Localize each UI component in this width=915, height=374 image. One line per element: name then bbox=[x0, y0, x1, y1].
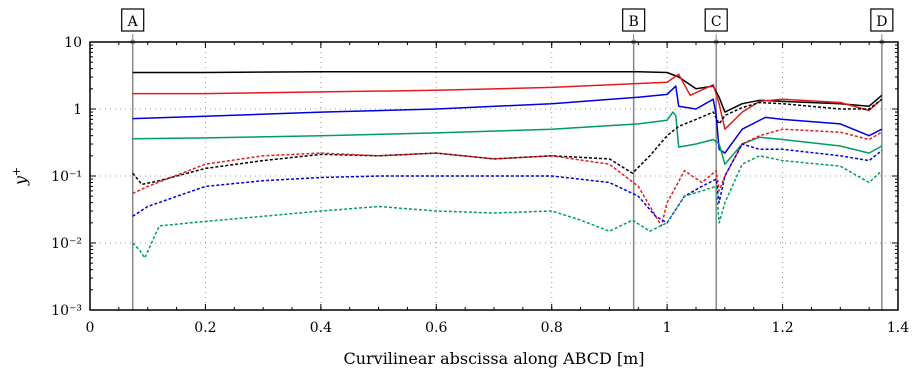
x-tick-label: 0.6 bbox=[425, 320, 447, 336]
plot-frame bbox=[89, 41, 899, 311]
series-line-7 bbox=[132, 143, 883, 224]
x-tick-label: 0.2 bbox=[194, 320, 216, 336]
y-tick-label: 1 bbox=[73, 102, 82, 118]
marker-box bbox=[622, 8, 646, 32]
marker-box bbox=[870, 8, 894, 32]
series-line-1 bbox=[132, 70, 883, 113]
marker-box bbox=[704, 8, 728, 32]
grid bbox=[90, 42, 898, 310]
y-tick-label: 10 bbox=[64, 35, 82, 51]
series-line-6 bbox=[132, 128, 883, 227]
y-axis-label: y+ bbox=[10, 167, 30, 186]
x-tick-label: 0 bbox=[86, 320, 95, 336]
marker-label: D bbox=[876, 14, 887, 30]
x-axis-label: Curvilinear abscissa along ABCD [m] bbox=[343, 349, 644, 368]
y-tick-label: 10⁻¹ bbox=[51, 169, 82, 185]
series-line-5 bbox=[132, 98, 883, 186]
series-line-3 bbox=[132, 85, 883, 154]
section-markers: A B C D bbox=[121, 8, 894, 310]
marker-label: A bbox=[127, 14, 139, 30]
x-tick-label: 0.4 bbox=[310, 320, 332, 336]
series-group bbox=[132, 70, 883, 259]
x-tick-label: 1.2 bbox=[771, 320, 793, 336]
marker-box bbox=[121, 8, 145, 32]
series-line-4 bbox=[132, 111, 883, 165]
axis-ticks: 0 0.2 0.4 0.6 0.8 1 1.2 1.4 10⁻³ 10⁻² 10⁻¹ 1 10 bbox=[51, 35, 909, 336]
series-line-2 bbox=[132, 73, 883, 130]
marker-label: C bbox=[711, 14, 722, 30]
y-tick-label: 10⁻³ bbox=[51, 303, 82, 319]
x-tick-label: 1 bbox=[663, 320, 672, 336]
series-line-8 bbox=[132, 155, 883, 259]
x-tick-label: 0.8 bbox=[541, 320, 563, 336]
y-tick-label: 10⁻² bbox=[51, 236, 82, 252]
marker-label: B bbox=[629, 14, 639, 30]
x-tick-label: 1.4 bbox=[887, 320, 909, 336]
